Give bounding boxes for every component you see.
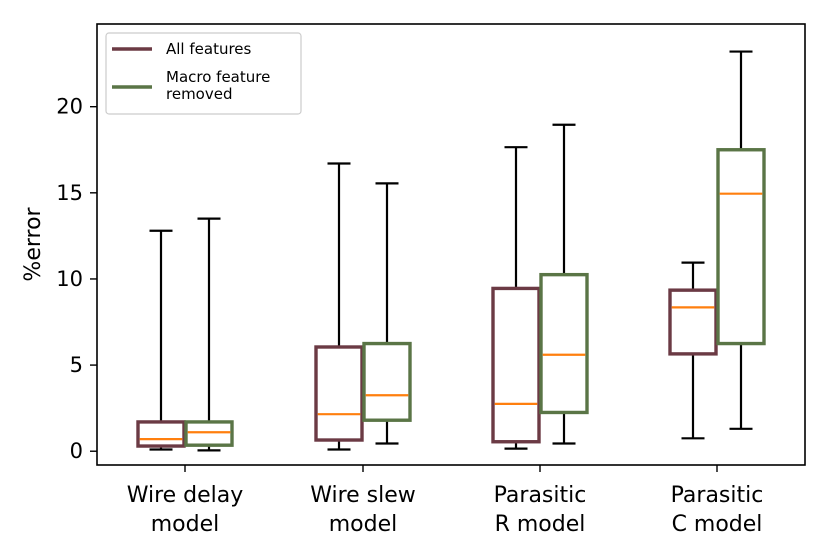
x-category-label: Parasitic bbox=[671, 483, 764, 508]
plot-area bbox=[136, 50, 766, 452]
x-category-label: model bbox=[151, 512, 220, 537]
x-category-label: Wire delay bbox=[127, 483, 244, 508]
box-all-features bbox=[668, 261, 718, 440]
y-tick-label: 0 bbox=[70, 439, 83, 463]
plot-frame bbox=[96, 23, 806, 466]
legend-label: All features bbox=[166, 40, 252, 58]
box-all-features bbox=[136, 229, 186, 451]
iqr-box bbox=[136, 420, 186, 448]
x-category-label: Wire slew bbox=[310, 483, 416, 508]
iqr-box bbox=[491, 286, 541, 444]
box-all-features bbox=[314, 162, 364, 451]
iqr-box bbox=[184, 420, 234, 447]
x-axis: Wire delay model Wire slew model Parasitic R … bbox=[127, 465, 764, 537]
y-tick-label: 10 bbox=[56, 267, 83, 291]
y-axis-label: %error bbox=[21, 206, 46, 281]
legend-label: removed bbox=[166, 85, 232, 103]
iqr-box bbox=[539, 272, 589, 415]
x-category-label: R model bbox=[495, 512, 586, 537]
legend-label: Macro feature bbox=[166, 68, 270, 86]
box-macro-removed bbox=[716, 50, 766, 430]
box-all-features bbox=[491, 146, 541, 450]
y-tick-label: 15 bbox=[56, 181, 83, 205]
x-category-label: C model bbox=[672, 512, 763, 537]
box-macro-removed bbox=[362, 182, 412, 445]
box-macro-removed bbox=[539, 123, 589, 445]
legend-box bbox=[105, 32, 302, 115]
iqr-box bbox=[314, 345, 364, 442]
iqr-box bbox=[362, 341, 412, 422]
x-category-label: model bbox=[329, 512, 398, 537]
iqr-box bbox=[668, 288, 718, 356]
iqr-box bbox=[716, 148, 766, 346]
y-tick-label: 5 bbox=[70, 353, 83, 377]
y-axis: 0 5 10 15 20 bbox=[56, 95, 97, 463]
x-category-label: Parasitic bbox=[494, 483, 587, 508]
box-macro-removed bbox=[184, 217, 234, 452]
y-tick-label: 20 bbox=[56, 95, 83, 119]
